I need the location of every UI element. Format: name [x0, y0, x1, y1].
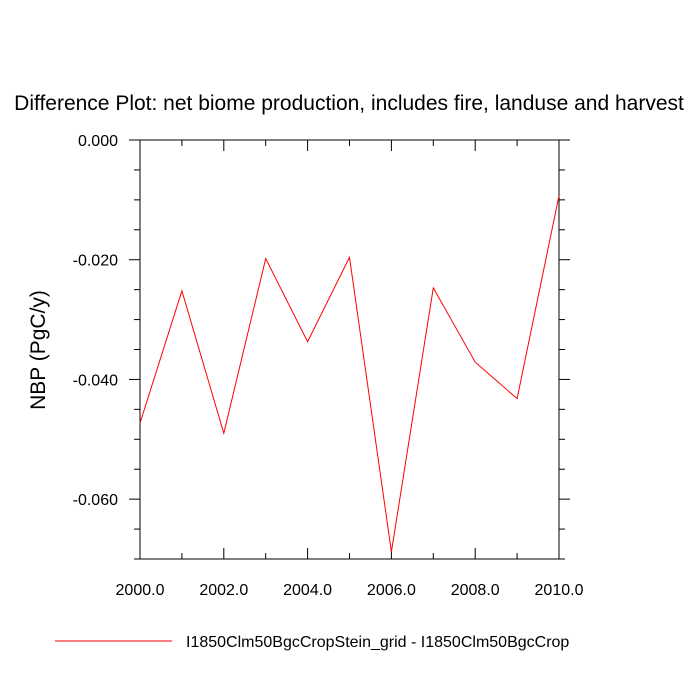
tick-labels: 2000.0 2002.0 2004.0 2006.0 2008.0 2010.0 0.00…: [73, 133, 584, 599]
y-tick-label: -0.040: [73, 372, 118, 389]
x-tick-label: 2010.0: [535, 582, 584, 599]
series-layer: [139, 195, 560, 552]
chart-title: Difference Plot: net biome production, i…: [14, 92, 684, 115]
y-tick-label: 0.000: [78, 133, 118, 150]
x-tick-label: 2004.0: [283, 582, 332, 599]
x-tick-label: 2008.0: [451, 582, 500, 599]
x-tick-label: 2000.0: [116, 582, 165, 599]
axis-ticks: [129, 139, 570, 560]
y-tick-label: -0.060: [73, 492, 118, 509]
x-tick-label: 2002.0: [199, 582, 248, 599]
plot-frame: [139, 139, 560, 560]
y-tick-label: -0.020: [73, 253, 118, 270]
legend-label: I1850Clm50BgcCropStein_grid - I1850Clm50…: [186, 634, 569, 651]
legend: I1850Clm50BgcCropStein_grid - I1850Clm50…: [55, 634, 569, 651]
series-line: [139, 195, 560, 552]
y-axis-label: NBP (PgC/y): [27, 290, 50, 410]
x-tick-label: 2006.0: [367, 582, 416, 599]
